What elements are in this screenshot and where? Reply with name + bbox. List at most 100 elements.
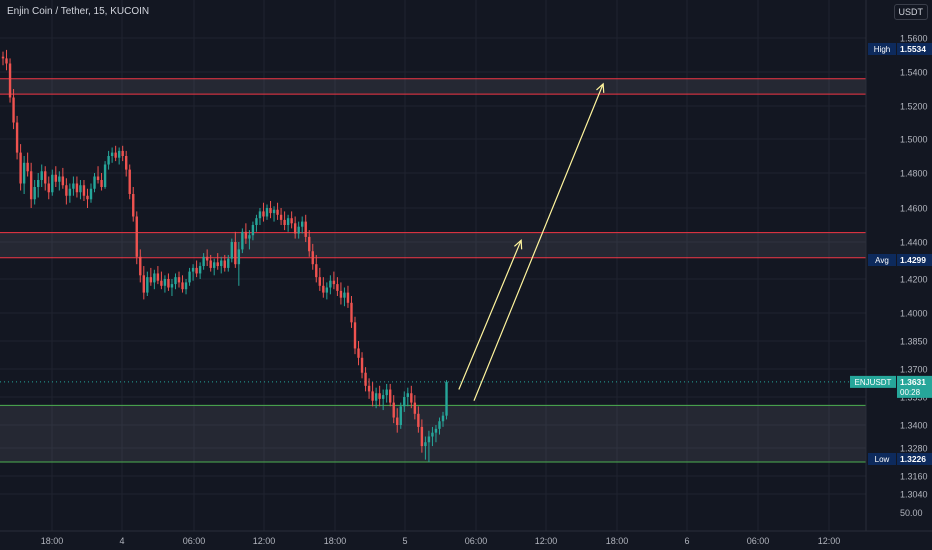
- time-tick-label: 06:00: [465, 536, 488, 546]
- candle-body: [117, 150, 121, 158]
- candle-body: [336, 284, 339, 291]
- avg-label-value: 1.4299: [900, 255, 926, 265]
- candle-body: [420, 426, 424, 447]
- time-tick-label: 12:00: [818, 536, 841, 546]
- zone-fill: [0, 232, 866, 258]
- price-tick-label: 1.5400: [900, 68, 928, 78]
- candle-body: [431, 432, 434, 437]
- candle-body: [290, 218, 293, 224]
- candle-body: [213, 262, 216, 268]
- candle-body: [223, 260, 226, 268]
- candle-body: [283, 219, 286, 225]
- candle-body: [350, 302, 353, 323]
- low-label-name-bg: [868, 453, 896, 465]
- candle-layer: [1, 49, 448, 462]
- candle-body: [367, 385, 371, 392]
- candle-body: [68, 188, 72, 196]
- candle-body: [216, 262, 219, 267]
- candle-body: [286, 218, 290, 225]
- candle-body: [434, 428, 438, 433]
- current-name-bg: [850, 375, 896, 388]
- price-tick-label: 1.5600: [900, 34, 928, 44]
- currency-button[interactable]: USDT: [893, 4, 928, 20]
- candle-body: [93, 176, 96, 189]
- candle-body: [142, 275, 145, 293]
- candle-body: [163, 279, 167, 286]
- candle-body: [315, 264, 318, 278]
- current-value-bg: [897, 375, 932, 398]
- candle-body: [12, 97, 15, 123]
- candle-body: [445, 381, 448, 416]
- candle-body: [262, 211, 265, 217]
- high-label-name-bg: [868, 43, 896, 55]
- candle-body: [244, 231, 248, 239]
- candle-body: [170, 284, 174, 288]
- high-label-value-bg: [897, 43, 932, 55]
- candle-body: [72, 183, 75, 189]
- candle-body: [441, 415, 445, 422]
- candle-body: [202, 256, 205, 267]
- candle-body: [191, 267, 195, 272]
- candle-body: [89, 188, 93, 200]
- price-tick-label: 1.4200: [900, 275, 928, 285]
- candle-body: [318, 277, 321, 286]
- price-axis[interactable]: 1.5600 1.5400 1.5200 1.5000 1.4800 1.4600 1.44…: [865, 0, 932, 550]
- candle-body: [47, 183, 50, 193]
- candle-body: [22, 162, 26, 184]
- candle-body: [227, 258, 230, 268]
- candle-body: [220, 260, 223, 267]
- candle-body: [325, 287, 329, 293]
- current-name: ENJUSDT: [855, 378, 892, 387]
- candle-body: [198, 266, 202, 274]
- candle-body: [410, 393, 413, 403]
- avg-label-value-bg: [897, 254, 932, 266]
- candle-body: [5, 58, 8, 64]
- candle-body: [100, 180, 103, 187]
- candle-body: [107, 156, 110, 165]
- price-tick-label: 1.4400: [900, 238, 928, 248]
- trend-arrow-line: [458, 240, 522, 390]
- candle-body: [82, 185, 86, 196]
- candle-body: [346, 292, 350, 303]
- candle-body: [167, 279, 170, 288]
- candle-body: [149, 277, 153, 283]
- candle-body: [114, 152, 117, 158]
- candle-body: [135, 216, 138, 257]
- candle-body: [353, 322, 357, 349]
- candle-body: [237, 249, 241, 265]
- price-tick-label: 1.3850: [900, 337, 928, 347]
- candle-body: [128, 169, 131, 194]
- time-tick-label: 18:00: [324, 536, 347, 546]
- candle-body: [160, 280, 163, 286]
- arrow-layer: [458, 82, 605, 401]
- candle-body: [378, 393, 381, 399]
- trend-arrow-head: [596, 82, 605, 93]
- candle-body: [40, 171, 43, 180]
- candle-body: [272, 209, 276, 214]
- candle-body: [174, 277, 177, 285]
- candle-body: [399, 406, 402, 425]
- zone-fill: [0, 78, 866, 95]
- candle-body: [146, 277, 149, 293]
- candle-body: [195, 267, 198, 274]
- candle-body: [357, 348, 360, 358]
- candle-body: [209, 260, 212, 268]
- candle-body: [371, 391, 374, 401]
- time-tick-label: 06:00: [747, 536, 770, 546]
- candle-body: [364, 372, 367, 386]
- candle-body: [311, 251, 314, 265]
- candle-body: [8, 63, 12, 98]
- candle-body: [424, 442, 427, 447]
- price-tick-label: 1.4600: [900, 204, 928, 214]
- candle-body: [205, 256, 209, 261]
- candle-body: [438, 421, 441, 429]
- candle-body: [184, 282, 188, 290]
- low-label-name: Low: [875, 455, 890, 464]
- candle-body: [103, 164, 107, 187]
- time-axis[interactable]: 18:00 4 06:00 12:00 18:00 5 06:00 12:00 18:00 6 06…: [0, 530, 932, 550]
- time-tick-label: 18:00: [606, 536, 629, 546]
- avg-label-name: Avg: [875, 256, 889, 265]
- candle-body: [385, 389, 388, 396]
- candle-body: [329, 280, 332, 288]
